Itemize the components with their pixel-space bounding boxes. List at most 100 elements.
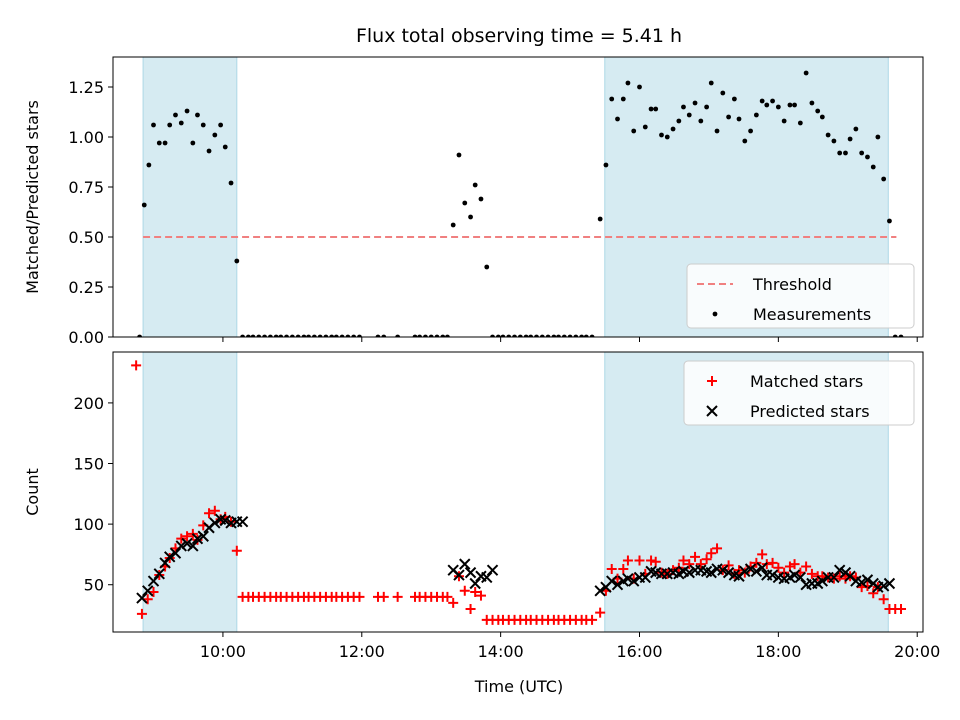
predicted-stars-point (142, 585, 154, 597)
count-panel: 50 100 150 200 10:00 12:00 14:00 16:00 18:00 20:0… (73, 351, 940, 661)
measurement-point (625, 80, 631, 86)
y-tick-label: 200 (73, 394, 104, 413)
measurement-point (898, 334, 904, 337)
measurement-point (764, 102, 770, 108)
measurement-point (831, 138, 837, 144)
predicted-stars-point (197, 530, 209, 542)
measurement-point (412, 334, 418, 337)
matched-stars-point (690, 551, 701, 562)
predicted-stars-point (464, 566, 477, 579)
measurement-point (333, 334, 339, 337)
measurement-point (770, 98, 775, 104)
matched-stars-point (392, 591, 403, 602)
observing-window-band (142, 352, 238, 632)
measurement-point (843, 150, 848, 156)
y-tick-label: 150 (73, 455, 104, 474)
measurement-point (853, 126, 859, 132)
matched-stars-point (470, 587, 481, 597)
measurement-point (736, 116, 742, 122)
axes-frame (112, 56, 924, 338)
measurement-point (317, 334, 323, 337)
legend-label: Matched stars (750, 372, 863, 391)
measurement-point (141, 202, 147, 208)
matched-stars-point (204, 508, 215, 519)
measurement-point (825, 132, 831, 138)
matched-stars-point (723, 560, 734, 571)
predicted-stars-point (147, 575, 160, 587)
matched-stars-point (806, 568, 817, 579)
measurement-point (234, 258, 240, 264)
measurement-point (556, 334, 561, 337)
matched-stars-point (176, 533, 187, 544)
matched-stars-point (712, 543, 723, 554)
predicted-stars-point (816, 575, 829, 587)
measurement-point (137, 334, 143, 337)
legend-label: Predicted stars (750, 402, 870, 421)
measurement-point (222, 144, 228, 150)
legend-label: Threshold (752, 275, 832, 294)
measurement-point (156, 140, 162, 146)
measurement-point (428, 334, 434, 337)
measurement-point (681, 104, 686, 110)
y-axis-label-top: Matched/Predicted stars (23, 100, 42, 294)
y-tick-label: 0.50 (68, 228, 104, 247)
measurement-point (615, 116, 620, 122)
matched-stars-point (587, 614, 598, 625)
measurement-point (573, 334, 579, 337)
measurement-point (289, 334, 295, 337)
predicted-stars-point (236, 515, 249, 528)
measurement-point (787, 102, 793, 108)
measurement-point (579, 334, 585, 337)
measurement-point (659, 132, 664, 138)
measurement-point (742, 138, 748, 144)
measurement-point (603, 162, 609, 168)
measurement-point (517, 334, 523, 337)
measurement-point (792, 102, 797, 108)
predicted-stars-point (855, 576, 868, 589)
measurement-point (753, 112, 759, 118)
measurement-point (395, 334, 401, 337)
measurement-point (692, 100, 698, 106)
measurement-point (195, 112, 200, 118)
predicted-stars-point (191, 532, 204, 545)
matched-stars-point (868, 588, 879, 599)
predicted-stars-point (788, 569, 801, 581)
predicted-stars-point (750, 565, 763, 578)
measurement-point (561, 334, 567, 337)
x-tick-label: 18:00 (755, 642, 801, 661)
measurement-point (875, 134, 881, 140)
measurement-point (375, 334, 381, 337)
predicted-stars-point (794, 571, 807, 584)
legend: Matched stars Predicted stars (683, 360, 915, 426)
matched-stars-point (779, 567, 790, 578)
measurement-point (178, 120, 184, 126)
measurement-point (173, 112, 178, 118)
matched-stars-point (767, 557, 778, 568)
measurement-point (311, 334, 317, 337)
predicted-stars-point (717, 564, 729, 576)
y-tick-label: 100 (73, 515, 104, 534)
measurement-point (184, 108, 190, 114)
predicted-stars-point (453, 569, 465, 581)
measurement-point (819, 114, 825, 120)
measurement-point (256, 334, 262, 337)
measurement-point (329, 334, 335, 337)
figure-title: Flux total observing time = 5.41 h (356, 25, 682, 47)
matched-stars-point (751, 557, 762, 568)
measurement-point (775, 104, 781, 110)
measurement-point (720, 90, 726, 96)
predicted-stars-point (459, 558, 471, 570)
measurement-point (748, 128, 753, 134)
predicted-stars-point (722, 566, 735, 579)
measurement-point (759, 98, 765, 104)
measurement-point (704, 104, 710, 110)
x-tick-label: 14:00 (478, 642, 524, 661)
predicted-stars-point (705, 566, 717, 579)
matched-stars-point (231, 545, 242, 556)
legend-label: Measurements (753, 305, 871, 324)
measurement-point (539, 334, 545, 337)
matched-stars-point (442, 591, 453, 602)
matched-stars-point (378, 591, 389, 602)
measurement-point (284, 334, 289, 337)
x-tick-label: 12:00 (339, 642, 385, 661)
